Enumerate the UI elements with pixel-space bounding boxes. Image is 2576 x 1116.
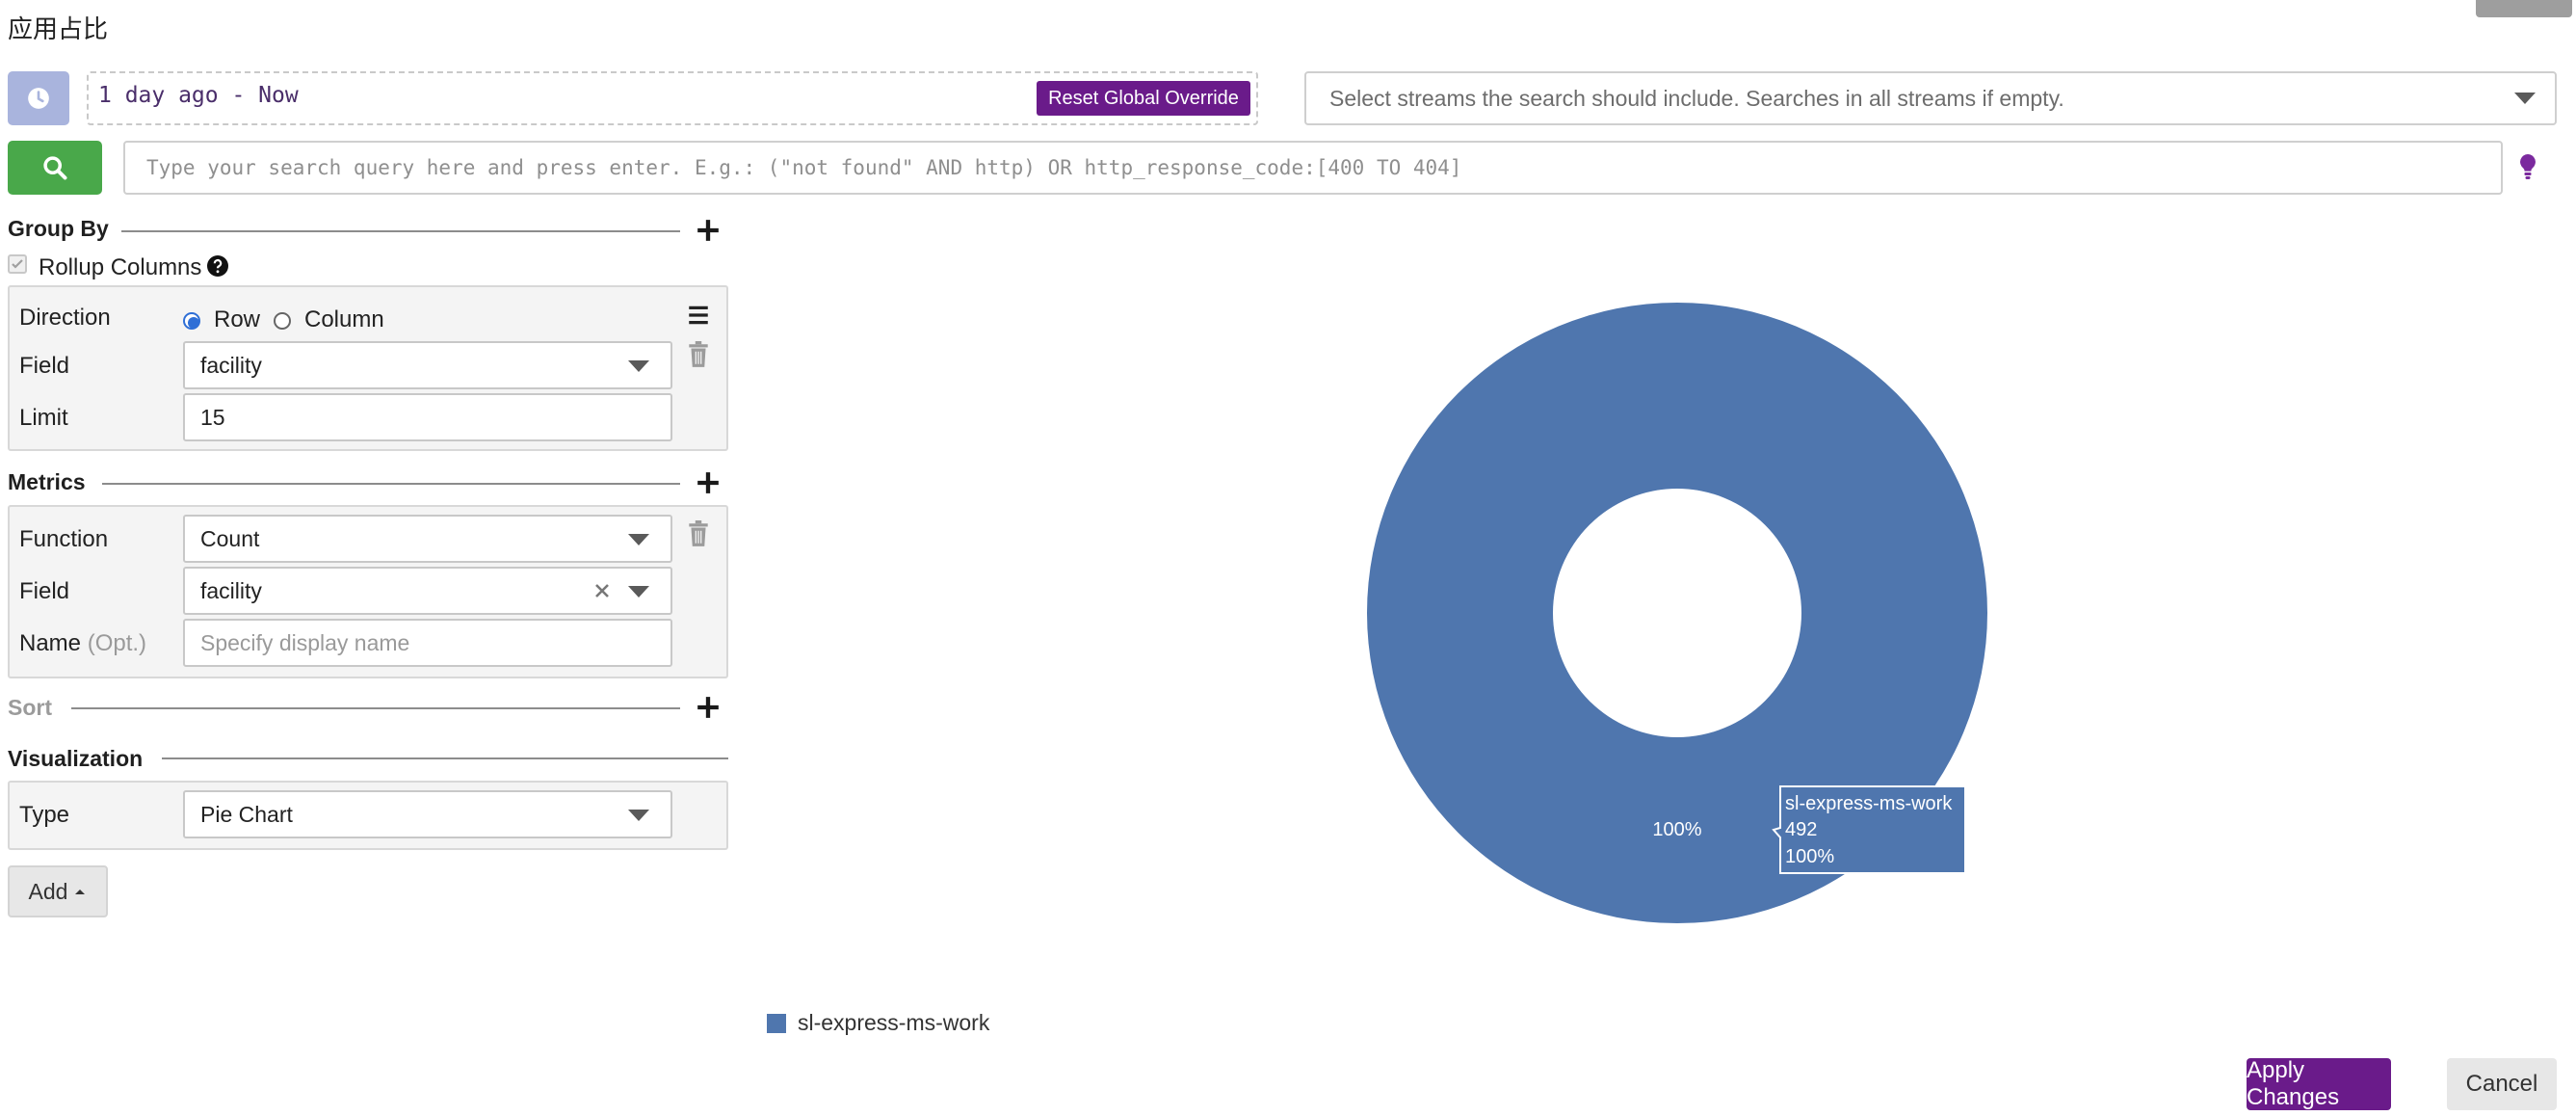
- group-by-title: Group By: [8, 216, 109, 241]
- slice-percent-label: 100%: [1652, 819, 1701, 840]
- rollup-label: Rollup Columns: [39, 254, 202, 280]
- sort-title: Sort: [8, 695, 52, 720]
- reset-global-override-button[interactable]: Reset Global Override: [1037, 81, 1250, 116]
- metric-field-value: facility: [200, 577, 262, 603]
- limit-value: 15: [200, 404, 225, 430]
- caret-down-icon[interactable]: [628, 586, 649, 598]
- metrics-title: Metrics: [8, 469, 86, 494]
- group-field-value: facility: [200, 352, 262, 378]
- caret-down-icon[interactable]: [628, 534, 649, 545]
- visualization-title: Visualization: [8, 746, 144, 771]
- help-icon[interactable]: [206, 254, 229, 278]
- direction-row-label: Row: [214, 306, 261, 332]
- rollup-checkbox[interactable]: [8, 254, 27, 274]
- pie-slice-sl-express-ms-work[interactable]: [1367, 303, 1987, 923]
- time-range-button[interactable]: [8, 71, 69, 125]
- metric-field-select[interactable]: facility: [183, 567, 672, 615]
- visualization-type-value: Pie Chart: [200, 801, 293, 827]
- corner-tab[interactable]: [2476, 0, 2572, 17]
- query-placeholder: Type your search query here and press en…: [146, 156, 1462, 179]
- clear-icon[interactable]: [593, 582, 611, 599]
- type-label: Type: [19, 802, 70, 828]
- tooltip-name: sl-express-ms-work: [1785, 793, 1953, 814]
- name-label-text: Name: [19, 630, 82, 656]
- add-button[interactable]: Add: [8, 865, 108, 917]
- name-optional-hint: (Opt.): [87, 630, 147, 656]
- section-divider: [102, 483, 680, 485]
- apply-changes-button[interactable]: Apply Changes: [2247, 1057, 2391, 1110]
- search-icon: [43, 156, 67, 180]
- group-field-label: Field: [19, 353, 70, 379]
- plus-icon[interactable]: [696, 218, 721, 243]
- direction-row-radio[interactable]: [183, 312, 200, 330]
- page-title: 应用占比: [8, 14, 109, 43]
- search-button[interactable]: [8, 141, 102, 195]
- limit-label: Limit: [19, 405, 68, 431]
- direction-column-label: Column: [304, 306, 384, 332]
- section-divider: [71, 707, 680, 709]
- visualization-type-select[interactable]: Pie Chart: [183, 790, 672, 838]
- hamburger-icon[interactable]: [686, 303, 711, 328]
- streams-placeholder: Select streams the search should include…: [1329, 85, 2064, 111]
- display-name-placeholder: Specify display name: [200, 629, 410, 655]
- function-select[interactable]: Count: [183, 515, 672, 563]
- streams-select[interactable]: Select streams the search should include…: [1304, 71, 2557, 125]
- caret-down-icon[interactable]: [628, 360, 649, 372]
- section-divider: [121, 230, 680, 232]
- tooltip-percent: 100%: [1785, 846, 1834, 867]
- trash-icon[interactable]: [688, 341, 709, 368]
- display-name-input[interactable]: Specify display name: [183, 619, 672, 667]
- group-field-select[interactable]: facility: [183, 341, 672, 389]
- donut-chart: 100% sl-express-ms-work 492 100%: [1367, 303, 1987, 923]
- caret-down-icon[interactable]: [628, 810, 649, 821]
- check-icon: [12, 259, 23, 269]
- tooltip-value: 492: [1785, 819, 1817, 840]
- plus-icon[interactable]: [696, 470, 721, 495]
- cancel-button[interactable]: Cancel: [2447, 1058, 2557, 1110]
- direction-label: Direction: [19, 305, 111, 331]
- lightbulb-icon[interactable]: [2516, 152, 2539, 181]
- add-label: Add: [28, 878, 68, 904]
- function-label: Function: [19, 526, 109, 552]
- legend-swatch[interactable]: [767, 1014, 786, 1033]
- trash-icon[interactable]: [688, 520, 709, 547]
- search-query-input[interactable]: Type your search query here and press en…: [123, 141, 2503, 195]
- function-value: Count: [200, 525, 260, 551]
- limit-input[interactable]: 15: [183, 393, 672, 441]
- direction-column-radio[interactable]: [274, 312, 291, 330]
- plus-icon[interactable]: [696, 695, 721, 720]
- chart-tooltip: sl-express-ms-work 492 100%: [1772, 785, 1966, 874]
- metric-field-label: Field: [19, 578, 70, 604]
- clock-icon: [28, 88, 49, 109]
- legend-label[interactable]: sl-express-ms-work: [798, 1010, 990, 1035]
- name-label: Name (Opt.): [19, 630, 146, 657]
- caret-down-icon[interactable]: [2514, 93, 2536, 104]
- time-range-value[interactable]: 1 day ago - Now: [98, 83, 299, 108]
- time-range-box[interactable]: [87, 71, 1258, 125]
- section-divider: [162, 757, 728, 759]
- caret-up-icon: [75, 890, 86, 894]
